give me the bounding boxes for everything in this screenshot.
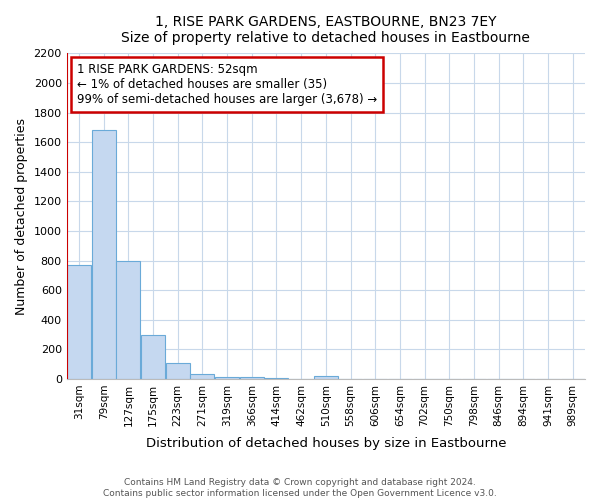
Bar	[67, 265, 91, 379]
X-axis label: Distribution of detached houses by size in Eastbourne: Distribution of detached houses by size …	[146, 437, 506, 450]
Text: 1 RISE PARK GARDENS: 52sqm
← 1% of detached houses are smaller (35)
99% of semi-: 1 RISE PARK GARDENS: 52sqm ← 1% of detac…	[77, 63, 377, 106]
Bar	[166, 362, 190, 379]
Bar	[240, 378, 264, 379]
Title: 1, RISE PARK GARDENS, EASTBOURNE, BN23 7EY
Size of property relative to detached: 1, RISE PARK GARDENS, EASTBOURNE, BN23 7…	[121, 15, 530, 45]
Text: Contains HM Land Registry data © Crown copyright and database right 2024.
Contai: Contains HM Land Registry data © Crown c…	[103, 478, 497, 498]
Bar	[265, 378, 289, 379]
Bar	[190, 374, 214, 379]
Y-axis label: Number of detached properties: Number of detached properties	[15, 118, 28, 314]
Bar	[92, 130, 116, 379]
Bar	[116, 261, 140, 379]
Bar	[314, 376, 338, 379]
Bar	[141, 335, 165, 379]
Bar	[215, 376, 239, 379]
